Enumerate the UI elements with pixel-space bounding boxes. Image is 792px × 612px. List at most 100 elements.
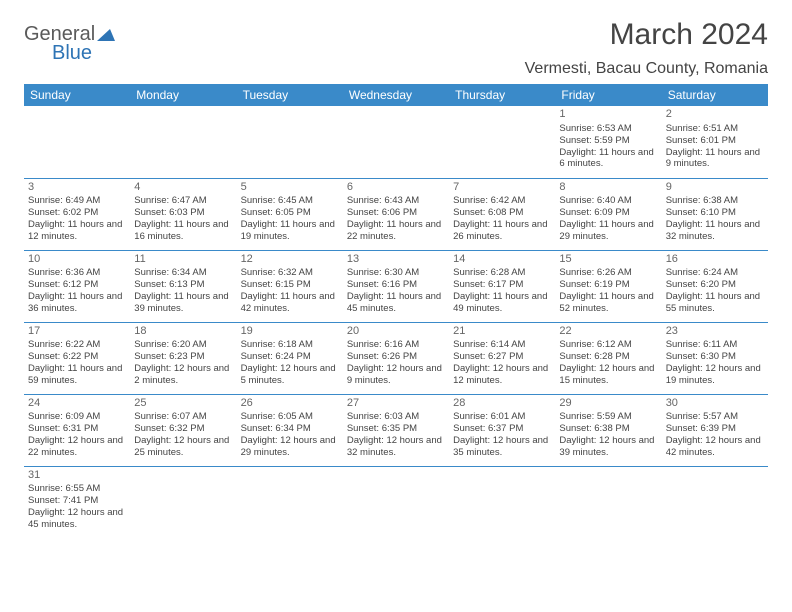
day-number: 21	[453, 325, 551, 339]
logo-line2: Blue	[24, 43, 115, 63]
sunrise-line: Sunrise: 6:14 AM	[453, 339, 551, 351]
day-number: 29	[559, 397, 657, 411]
weekday-header: Wednesday	[343, 84, 449, 106]
day-number: 8	[559, 181, 657, 195]
header: General Blue March 2024 Vermesti, Bacau …	[24, 18, 768, 78]
sunrise-line: Sunrise: 6:36 AM	[28, 267, 126, 279]
day-number: 24	[28, 397, 126, 411]
calendar-week-row: 10Sunrise: 6:36 AMSunset: 6:12 PMDayligh…	[24, 250, 768, 322]
day-number: 17	[28, 325, 126, 339]
calendar-day-cell: 1Sunrise: 6:53 AMSunset: 5:59 PMDaylight…	[555, 106, 661, 178]
calendar-header: SundayMondayTuesdayWednesdayThursdayFrid…	[24, 84, 768, 106]
sunset-line: Sunset: 6:31 PM	[28, 423, 126, 435]
calendar-day-cell: 9Sunrise: 6:38 AMSunset: 6:10 PMDaylight…	[662, 178, 768, 250]
sunrise-line: Sunrise: 6:22 AM	[28, 339, 126, 351]
sunset-line: Sunset: 6:15 PM	[241, 279, 339, 291]
sunset-line: Sunset: 6:39 PM	[666, 423, 764, 435]
calendar-day-cell: 13Sunrise: 6:30 AMSunset: 6:16 PMDayligh…	[343, 250, 449, 322]
calendar-day-cell: 4Sunrise: 6:47 AMSunset: 6:03 PMDaylight…	[130, 178, 236, 250]
calendar-day-cell: 23Sunrise: 6:11 AMSunset: 6:30 PMDayligh…	[662, 322, 768, 394]
sunrise-line: Sunrise: 6:01 AM	[453, 411, 551, 423]
calendar-day-cell: 3Sunrise: 6:49 AMSunset: 6:02 PMDaylight…	[24, 178, 130, 250]
daylight-line: Daylight: 11 hours and 16 minutes.	[134, 219, 232, 243]
daylight-line: Daylight: 11 hours and 45 minutes.	[347, 291, 445, 315]
weekday-header: Monday	[130, 84, 236, 106]
calendar-week-row: 17Sunrise: 6:22 AMSunset: 6:22 PMDayligh…	[24, 322, 768, 394]
calendar-day-cell: 24Sunrise: 6:09 AMSunset: 6:31 PMDayligh…	[24, 394, 130, 466]
sunrise-line: Sunrise: 6:26 AM	[559, 267, 657, 279]
sunset-line: Sunset: 6:17 PM	[453, 279, 551, 291]
daylight-line: Daylight: 12 hours and 12 minutes.	[453, 363, 551, 387]
sunrise-line: Sunrise: 6:32 AM	[241, 267, 339, 279]
calendar-day-cell: 10Sunrise: 6:36 AMSunset: 6:12 PMDayligh…	[24, 250, 130, 322]
logo: General Blue	[24, 18, 115, 63]
sunrise-line: Sunrise: 6:55 AM	[28, 483, 126, 495]
sunset-line: Sunset: 6:05 PM	[241, 207, 339, 219]
calendar-day-cell: 2Sunrise: 6:51 AMSunset: 6:01 PMDaylight…	[662, 106, 768, 178]
sunrise-line: Sunrise: 6:30 AM	[347, 267, 445, 279]
sunrise-line: Sunrise: 5:59 AM	[559, 411, 657, 423]
sunset-line: Sunset: 6:26 PM	[347, 351, 445, 363]
sunset-line: Sunset: 6:20 PM	[666, 279, 764, 291]
daylight-line: Daylight: 11 hours and 29 minutes.	[559, 219, 657, 243]
daylight-line: Daylight: 12 hours and 39 minutes.	[559, 435, 657, 459]
sunrise-line: Sunrise: 6:38 AM	[666, 195, 764, 207]
calendar-day-cell: 29Sunrise: 5:59 AMSunset: 6:38 PMDayligh…	[555, 394, 661, 466]
sunset-line: Sunset: 6:23 PM	[134, 351, 232, 363]
calendar-day-cell: 31Sunrise: 6:55 AMSunset: 7:41 PMDayligh…	[24, 466, 130, 538]
daylight-line: Daylight: 11 hours and 42 minutes.	[241, 291, 339, 315]
day-number: 28	[453, 397, 551, 411]
day-number: 1	[559, 108, 657, 122]
calendar-empty-cell	[237, 106, 343, 178]
calendar-day-cell: 17Sunrise: 6:22 AMSunset: 6:22 PMDayligh…	[24, 322, 130, 394]
calendar-body: 1Sunrise: 6:53 AMSunset: 5:59 PMDaylight…	[24, 106, 768, 538]
daylight-line: Daylight: 11 hours and 36 minutes.	[28, 291, 126, 315]
weekday-header: Sunday	[24, 84, 130, 106]
sunrise-line: Sunrise: 5:57 AM	[666, 411, 764, 423]
sunrise-line: Sunrise: 6:34 AM	[134, 267, 232, 279]
calendar-day-cell: 15Sunrise: 6:26 AMSunset: 6:19 PMDayligh…	[555, 250, 661, 322]
day-number: 22	[559, 325, 657, 339]
daylight-line: Daylight: 12 hours and 5 minutes.	[241, 363, 339, 387]
sunset-line: Sunset: 6:38 PM	[559, 423, 657, 435]
calendar-day-cell: 7Sunrise: 6:42 AMSunset: 6:08 PMDaylight…	[449, 178, 555, 250]
day-number: 10	[28, 253, 126, 267]
calendar-day-cell: 26Sunrise: 6:05 AMSunset: 6:34 PMDayligh…	[237, 394, 343, 466]
sunrise-line: Sunrise: 6:51 AM	[666, 123, 764, 135]
calendar-day-cell: 27Sunrise: 6:03 AMSunset: 6:35 PMDayligh…	[343, 394, 449, 466]
daylight-line: Daylight: 12 hours and 35 minutes.	[453, 435, 551, 459]
sunrise-line: Sunrise: 6:20 AM	[134, 339, 232, 351]
daylight-line: Daylight: 12 hours and 45 minutes.	[28, 507, 126, 531]
day-number: 7	[453, 181, 551, 195]
day-number: 15	[559, 253, 657, 267]
calendar-day-cell: 8Sunrise: 6:40 AMSunset: 6:09 PMDaylight…	[555, 178, 661, 250]
sunrise-line: Sunrise: 6:49 AM	[28, 195, 126, 207]
calendar-empty-cell	[449, 466, 555, 538]
calendar-day-cell: 20Sunrise: 6:16 AMSunset: 6:26 PMDayligh…	[343, 322, 449, 394]
daylight-line: Daylight: 12 hours and 29 minutes.	[241, 435, 339, 459]
sunset-line: Sunset: 6:16 PM	[347, 279, 445, 291]
sunrise-line: Sunrise: 6:07 AM	[134, 411, 232, 423]
daylight-line: Daylight: 11 hours and 55 minutes.	[666, 291, 764, 315]
sunrise-line: Sunrise: 6:43 AM	[347, 195, 445, 207]
sunrise-line: Sunrise: 6:16 AM	[347, 339, 445, 351]
calendar-day-cell: 12Sunrise: 6:32 AMSunset: 6:15 PMDayligh…	[237, 250, 343, 322]
calendar-day-cell: 21Sunrise: 6:14 AMSunset: 6:27 PMDayligh…	[449, 322, 555, 394]
calendar-week-row: 1Sunrise: 6:53 AMSunset: 5:59 PMDaylight…	[24, 106, 768, 178]
sunrise-line: Sunrise: 6:45 AM	[241, 195, 339, 207]
calendar-empty-cell	[130, 466, 236, 538]
daylight-line: Daylight: 11 hours and 49 minutes.	[453, 291, 551, 315]
sunset-line: Sunset: 6:32 PM	[134, 423, 232, 435]
daylight-line: Daylight: 12 hours and 25 minutes.	[134, 435, 232, 459]
sunrise-line: Sunrise: 6:24 AM	[666, 267, 764, 279]
sunset-line: Sunset: 6:10 PM	[666, 207, 764, 219]
sunset-line: Sunset: 7:41 PM	[28, 495, 126, 507]
sunset-line: Sunset: 6:08 PM	[453, 207, 551, 219]
calendar-empty-cell	[24, 106, 130, 178]
day-number: 16	[666, 253, 764, 267]
sunrise-line: Sunrise: 6:53 AM	[559, 123, 657, 135]
day-number: 3	[28, 181, 126, 195]
sunrise-line: Sunrise: 6:40 AM	[559, 195, 657, 207]
day-number: 20	[347, 325, 445, 339]
calendar-day-cell: 6Sunrise: 6:43 AMSunset: 6:06 PMDaylight…	[343, 178, 449, 250]
